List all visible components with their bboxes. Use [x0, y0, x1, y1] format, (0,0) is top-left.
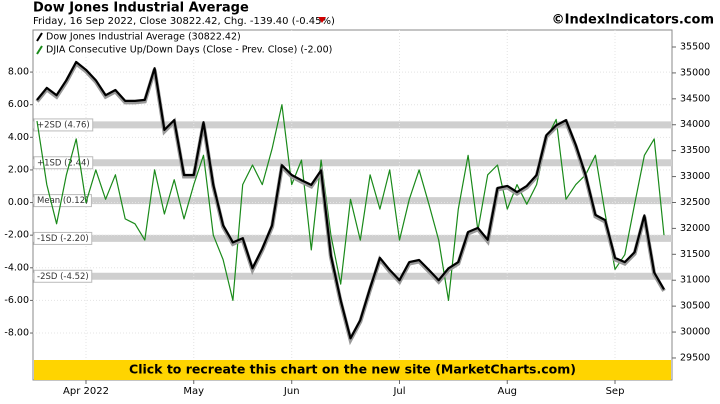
y-tick-label: 6.00 — [8, 99, 29, 110]
y2-tick-label: 30000 — [680, 327, 710, 338]
x-tick-label: Sep — [606, 386, 625, 397]
y2-tick-label: 31500 — [680, 249, 710, 260]
y-tick-label: 2.00 — [8, 164, 29, 175]
y2-tick-label: 29500 — [680, 352, 710, 363]
banner[interactable]: Click to recreate this chart on the new … — [34, 360, 671, 380]
legend-label: DJIA Consecutive Up/Down Days (Close - P… — [46, 45, 332, 56]
y-tick-label: -4.00 — [4, 262, 29, 273]
y-tick-label: -6.00 — [4, 295, 29, 306]
reference-label-box — [33, 231, 93, 245]
legend-icon — [36, 32, 43, 42]
y2-tick-label: 34500 — [680, 93, 710, 104]
y2-tick-label: 35000 — [680, 67, 710, 78]
y2-tick-label: 33000 — [680, 171, 710, 182]
series-shadow — [35, 60, 666, 346]
series-line — [36, 60, 665, 340]
y2-tick-label: 31000 — [680, 275, 710, 286]
reference-label: -1SD (-2.20) — [37, 234, 89, 244]
y-tick-label: -8.00 — [4, 328, 29, 339]
y-tick-label: 8.00 — [8, 67, 29, 78]
chart-subtitle: Friday, 16 Sep 2022, Close 30822.42, Chg… — [33, 16, 335, 27]
x-tick-label: May — [183, 386, 204, 397]
x-tick-label: Apr 2022 — [63, 386, 109, 397]
banner-text[interactable]: Click to recreate this chart on the new … — [129, 362, 576, 377]
y2-tick-label: 30500 — [680, 301, 710, 312]
banner-background — [34, 360, 671, 380]
reference-label: +1SD (2.44) — [37, 158, 90, 168]
down-indicator — [318, 17, 326, 23]
series-line — [36, 104, 665, 301]
reference-label-box — [33, 269, 93, 283]
reference-label: Mean (0.12) — [37, 196, 88, 206]
legend-box — [34, 31, 336, 57]
y2-tick-label: 34000 — [680, 119, 710, 130]
reference-label: +2SD (4.76) — [37, 120, 90, 130]
y2-tick-label: 33500 — [680, 145, 710, 156]
reference-label-box — [33, 118, 94, 132]
y2-tick-label: 32000 — [680, 223, 710, 234]
reference-label: -2SD (-4.52) — [37, 272, 89, 282]
y-tick-label: 0.00 — [8, 197, 29, 208]
y-tick-label: 4.00 — [8, 132, 29, 143]
y2-tick-label: 35500 — [680, 41, 710, 52]
reference-label-box — [33, 156, 94, 170]
x-tick-label: Jul — [392, 386, 405, 397]
credit: ©IndexIndicators.com — [552, 13, 714, 28]
chart-title: Dow Jones Industrial Average — [33, 1, 249, 16]
legend-icon — [36, 45, 43, 55]
x-tick-label: Aug — [497, 386, 517, 397]
x-tick-label: Jun — [283, 386, 300, 397]
plot-area — [32, 29, 673, 381]
y2-tick-label: 32500 — [680, 197, 710, 208]
y-tick-label: -2.00 — [4, 230, 29, 241]
legend-label: Dow Jones Industrial Average (30822.42) — [46, 32, 241, 43]
